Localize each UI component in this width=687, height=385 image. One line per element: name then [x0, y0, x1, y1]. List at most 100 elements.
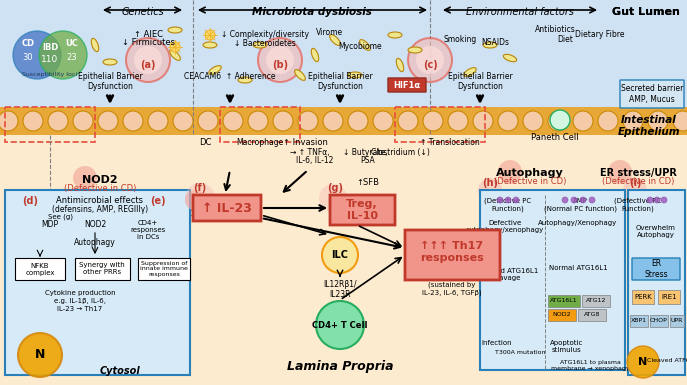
- Ellipse shape: [293, 71, 306, 79]
- Text: CEACAM6  ↑ Adherence: CEACAM6 ↑ Adherence: [184, 72, 275, 81]
- Text: Gut Lumen: Gut Lumen: [612, 7, 680, 17]
- Text: Suppression of
innate immune
responses: Suppression of innate immune responses: [140, 261, 188, 277]
- Circle shape: [497, 197, 503, 203]
- Ellipse shape: [392, 28, 398, 42]
- Text: ATG8: ATG8: [584, 313, 600, 318]
- Text: (a): (a): [140, 60, 156, 70]
- Circle shape: [298, 111, 318, 131]
- Text: UC: UC: [65, 38, 78, 47]
- Circle shape: [416, 46, 444, 74]
- Text: Diet: Diet: [557, 35, 573, 44]
- Circle shape: [562, 197, 568, 203]
- Text: Infection: Infection: [482, 340, 513, 346]
- Text: Synergy with
other PRRs: Synergy with other PRRs: [79, 263, 125, 276]
- FancyBboxPatch shape: [0, 0, 687, 107]
- Text: (Defective PC
Function): (Defective PC Function): [484, 198, 532, 212]
- Bar: [548, 295, 580, 307]
- Ellipse shape: [89, 41, 101, 49]
- Circle shape: [573, 111, 593, 131]
- Circle shape: [627, 346, 659, 378]
- Text: 30: 30: [23, 52, 33, 62]
- Text: Paneth Cell: Paneth Cell: [531, 133, 579, 142]
- Text: NSAIDs: NSAIDs: [481, 38, 509, 47]
- Text: (e): (e): [150, 196, 166, 206]
- Circle shape: [98, 111, 118, 131]
- FancyBboxPatch shape: [5, 190, 190, 375]
- Circle shape: [478, 178, 502, 202]
- Ellipse shape: [168, 27, 182, 33]
- Bar: [658, 290, 680, 304]
- Ellipse shape: [254, 41, 267, 49]
- Circle shape: [48, 111, 68, 131]
- Ellipse shape: [484, 40, 495, 50]
- Circle shape: [647, 197, 653, 203]
- Text: N: N: [638, 357, 648, 367]
- Circle shape: [248, 111, 268, 131]
- Circle shape: [258, 38, 302, 82]
- Circle shape: [498, 160, 522, 184]
- Text: Susceptibility loci: Susceptibility loci: [23, 72, 78, 77]
- FancyBboxPatch shape: [405, 230, 500, 280]
- Circle shape: [0, 111, 18, 131]
- FancyBboxPatch shape: [193, 195, 261, 221]
- Text: Genetics: Genetics: [122, 7, 164, 17]
- Circle shape: [323, 111, 343, 131]
- Text: UPR: UPR: [671, 318, 683, 323]
- Ellipse shape: [505, 53, 515, 64]
- Text: (b): (b): [272, 60, 288, 70]
- Circle shape: [548, 111, 568, 131]
- Text: ↓ Firmicutes: ↓ Firmicutes: [122, 38, 174, 47]
- Text: ILC: ILC: [332, 250, 348, 260]
- Text: IBD: IBD: [42, 42, 58, 52]
- Text: Cleaved ATF6: Cleaved ATF6: [646, 358, 687, 363]
- Text: Macrophage: Macrophage: [236, 138, 284, 147]
- Text: (sustained by
IL-23, IL-6, TGFβ): (sustained by IL-23, IL-6, TGFβ): [423, 282, 482, 296]
- Ellipse shape: [204, 41, 216, 49]
- Text: Lamina Propria: Lamina Propria: [286, 360, 393, 373]
- Circle shape: [185, 183, 215, 213]
- Bar: [75, 258, 130, 280]
- Circle shape: [571, 197, 577, 203]
- Circle shape: [373, 111, 393, 131]
- Text: Normal ATG16L1: Normal ATG16L1: [549, 265, 607, 271]
- Circle shape: [505, 197, 511, 203]
- Text: N: N: [35, 348, 45, 362]
- Text: Secreted barrier
AMP, Mucus: Secreted barrier AMP, Mucus: [621, 84, 683, 104]
- Text: ↑ Translocation: ↑ Translocation: [420, 138, 480, 147]
- Circle shape: [654, 197, 660, 203]
- Text: Microbiota dysbiosis: Microbiota dysbiosis: [252, 7, 372, 17]
- Bar: [578, 309, 606, 321]
- Circle shape: [39, 31, 87, 79]
- Bar: [630, 315, 648, 327]
- Text: Environmental factors: Environmental factors: [466, 7, 574, 17]
- Text: ↑ Invasion: ↑ Invasion: [282, 138, 328, 147]
- Text: Cytokine production: Cytokine production: [45, 290, 115, 296]
- Bar: [670, 315, 684, 327]
- Text: MDP: MDP: [41, 220, 58, 229]
- Text: ER stress/UPR: ER stress/UPR: [600, 168, 677, 178]
- Ellipse shape: [210, 65, 221, 75]
- Text: (d): (d): [22, 196, 38, 206]
- Text: Epithelial Barrier
Dysfunction: Epithelial Barrier Dysfunction: [308, 72, 372, 91]
- Text: 23: 23: [67, 52, 78, 62]
- Text: (h): (h): [482, 178, 498, 188]
- Circle shape: [123, 111, 143, 131]
- Circle shape: [198, 111, 218, 131]
- FancyBboxPatch shape: [632, 258, 680, 280]
- Circle shape: [589, 197, 595, 203]
- Circle shape: [18, 333, 62, 377]
- Text: IL12Rβ1/
IL23R: IL12Rβ1/ IL23R: [323, 280, 357, 300]
- Text: ATG12: ATG12: [586, 298, 606, 303]
- Bar: [15, 258, 65, 280]
- Text: ATG16L1: ATG16L1: [550, 298, 578, 303]
- Text: NOD2: NOD2: [84, 220, 106, 229]
- Circle shape: [448, 111, 468, 131]
- Ellipse shape: [103, 59, 117, 65]
- Circle shape: [398, 111, 418, 131]
- Text: ↓ Butyrate,: ↓ Butyrate,: [343, 148, 387, 157]
- Text: (defensins, AMP, REGIIIγ): (defensins, AMP, REGIIIγ): [52, 205, 148, 214]
- Circle shape: [266, 46, 294, 74]
- Circle shape: [170, 42, 180, 52]
- Text: ↑ IL-23: ↑ IL-23: [202, 201, 252, 214]
- Text: See (g): See (g): [47, 213, 73, 219]
